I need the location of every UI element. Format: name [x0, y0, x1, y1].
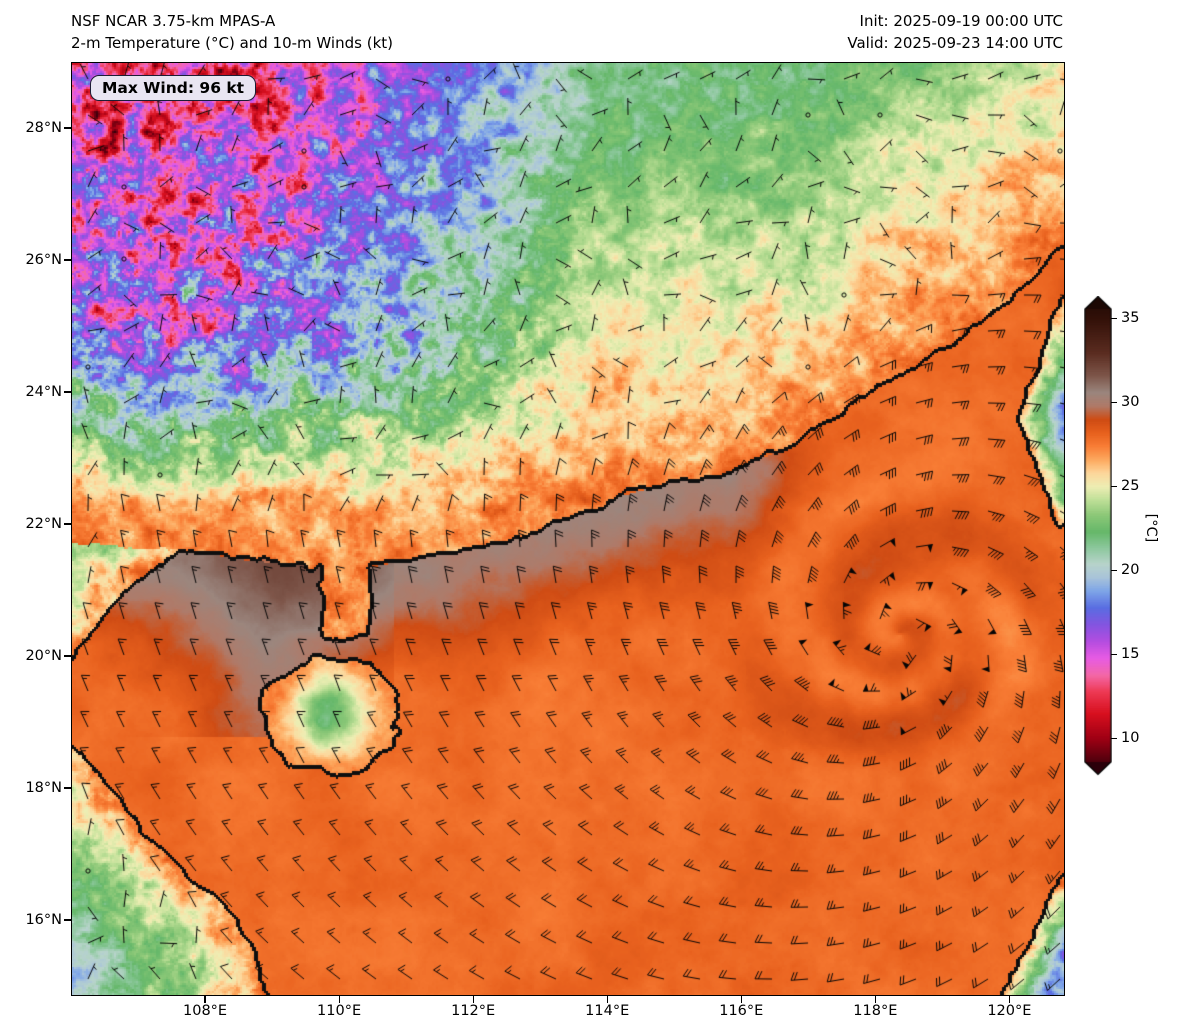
colorbar [1084, 296, 1112, 780]
y-tick-label: 16°N [25, 912, 62, 929]
colorbar-tick-mark [1111, 653, 1117, 655]
y-tick-label: 18°N [25, 780, 62, 797]
map-canvas [72, 63, 1064, 995]
colorbar-tick-label: 25 [1121, 478, 1140, 495]
max-wind-label: Max Wind: 96 kt [102, 79, 245, 97]
model-title: NSF NCAR 3.75-km MPAS-A [71, 12, 276, 30]
x-tick-mark [338, 996, 340, 1003]
x-tick-label: 112°E [451, 1003, 496, 1019]
colorbar-tick-label: 20 [1121, 562, 1140, 579]
map-area: Max Wind: 96 kt [71, 62, 1065, 996]
y-tick-mark [64, 391, 71, 393]
y-tick-mark [64, 919, 71, 921]
y-tick-label: 26°N [25, 252, 62, 269]
x-tick-label: 120°E [987, 1003, 1032, 1019]
x-tick-mark [874, 996, 876, 1003]
max-wind-badge: Max Wind: 96 kt [90, 75, 257, 101]
figure-title-block: NSF NCAR 3.75-km MPAS-A 2-m Temperature … [71, 10, 393, 54]
x-tick-mark [204, 996, 206, 1003]
x-tick-label: 114°E [585, 1003, 630, 1019]
x-tick-label: 110°E [317, 1003, 362, 1019]
x-tick-label: 116°E [719, 1003, 764, 1019]
x-tick-label: 118°E [853, 1003, 898, 1019]
y-tick-label: 20°N [25, 648, 62, 665]
x-tick-label: 108°E [183, 1003, 228, 1019]
colorbar-tick-mark [1111, 317, 1117, 319]
y-tick-mark [64, 523, 71, 525]
x-tick-mark [606, 996, 608, 1003]
y-tick-mark [64, 787, 71, 789]
x-tick-mark [472, 996, 474, 1003]
colorbar-tick-mark [1111, 569, 1117, 571]
colorbar-tick-mark [1111, 737, 1117, 740]
y-tick-label: 22°N [25, 516, 62, 533]
colorbar-canvas [1084, 296, 1112, 776]
init-time: Init: 2025-09-19 00:00 UTC [859, 12, 1063, 30]
colorbar-tick-label: 10 [1121, 730, 1140, 747]
colorbar-tick-mark [1111, 485, 1117, 487]
colorbar-tick-label: 30 [1121, 394, 1140, 411]
x-tick-mark [740, 996, 742, 1003]
colorbar-tick-label: 15 [1121, 646, 1140, 663]
colorbar-tick-label: 35 [1121, 310, 1140, 327]
y-tick-label: 24°N [25, 384, 62, 401]
time-info-block: Init: 2025-09-19 00:00 UTC Valid: 2025-0… [847, 10, 1063, 54]
x-tick-mark [1008, 996, 1010, 1003]
y-tick-mark [64, 259, 71, 261]
field-title: 2-m Temperature (°C) and 10-m Winds (kt) [71, 34, 393, 52]
colorbar-tick-mark [1111, 401, 1117, 403]
y-tick-label: 28°N [25, 120, 62, 136]
valid-time: Valid: 2025-09-23 14:00 UTC [847, 34, 1063, 52]
y-tick-mark [64, 127, 71, 129]
y-tick-mark [64, 655, 71, 657]
colorbar-label: [°C] [1143, 513, 1159, 543]
